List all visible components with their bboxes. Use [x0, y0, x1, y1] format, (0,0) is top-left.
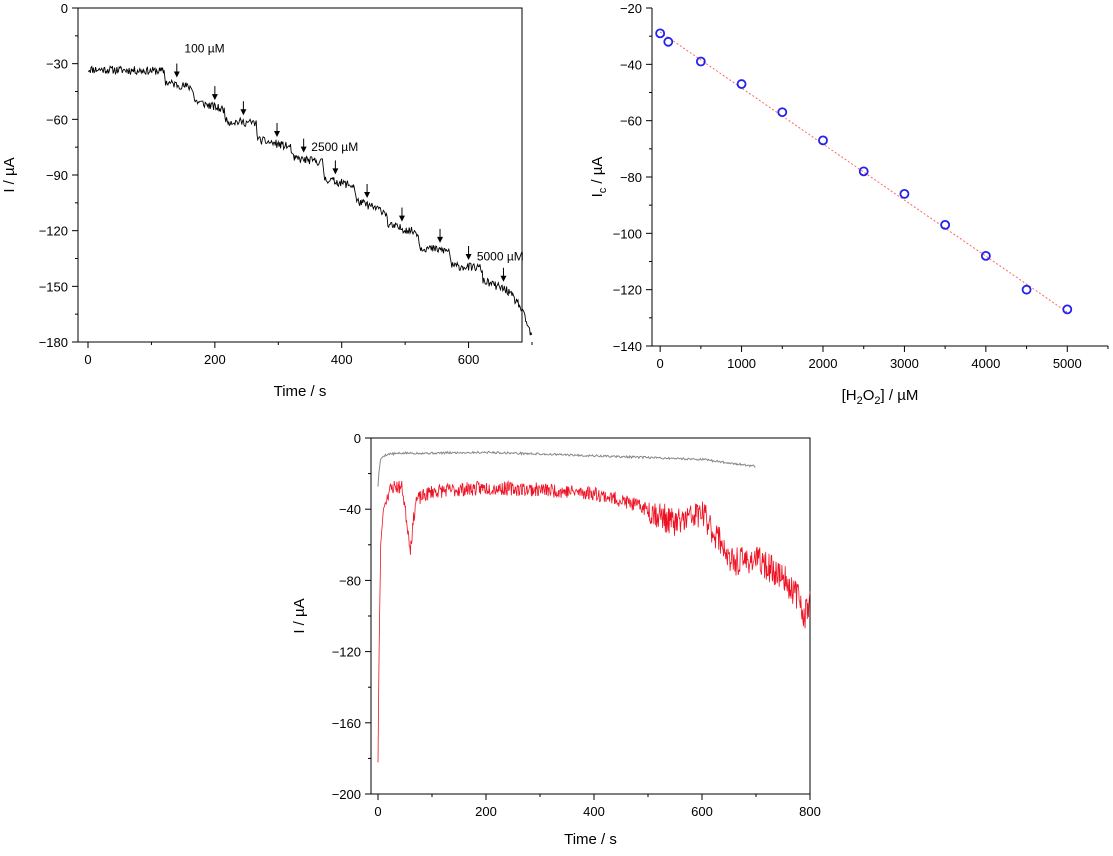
x-tick-label: 200 [475, 804, 497, 819]
x-tick-label: 0 [84, 352, 91, 367]
series-line-red [377, 480, 811, 763]
data-point [655, 28, 666, 39]
x-axis-label-part: 2 [874, 395, 880, 407]
series-line-gray [377, 450, 756, 487]
x-axis-label-part: O [863, 387, 875, 404]
x-axis-label-part: ] / µM [881, 387, 919, 404]
y-tick-label: −40 [339, 502, 361, 517]
y-tick-label: −40 [620, 57, 642, 72]
down-arrow-icon [398, 215, 405, 222]
x-tick-label: 0 [657, 356, 664, 371]
down-arrow-icon [300, 146, 307, 153]
x-tick-label: 2000 [809, 356, 838, 371]
x-tick-label: 0 [374, 804, 381, 819]
y-tick-label: −30 [46, 57, 68, 72]
down-arrow-icon [211, 94, 218, 101]
down-arrow-icon [173, 71, 180, 78]
x-tick-label: 5000 [1053, 356, 1082, 371]
concentration-annotation: 2500 µM [311, 140, 358, 154]
x-axis-label-part: [H [842, 387, 857, 404]
y-tick-label: −120 [332, 645, 361, 660]
x-axis-label-part: 2 [857, 395, 863, 407]
y-tick-label: −20 [620, 1, 642, 16]
y-axis-label: I / µA [1, 157, 18, 192]
x-tick-label: 400 [583, 804, 605, 819]
y-axis-label-part: c [597, 187, 609, 193]
y-tick-label: 0 [61, 1, 68, 16]
data-point [940, 219, 951, 230]
chart-current-time-comparison: 0 −40 −80 −120 −160 −200 0 200 400 600 800 Time / s… [291, 431, 821, 848]
data-point [858, 166, 869, 177]
y-axis-label-part: I [589, 193, 606, 197]
y-axis-label-part: / µA [589, 157, 606, 188]
y-tick-label: −180 [39, 335, 68, 350]
y-tick-label: −120 [613, 283, 642, 298]
y-tick-label: −150 [39, 279, 68, 294]
concentration-annotation: 5000 µM [477, 249, 524, 263]
x-tick-label: 400 [331, 352, 353, 367]
data-point [980, 250, 991, 261]
y-axis-label: I / µA [291, 598, 308, 633]
down-arrow-icon [465, 253, 472, 260]
x-tick-label: 4000 [971, 356, 1000, 371]
y-tick-label: −140 [613, 339, 642, 354]
x-tick-label: 1000 [727, 356, 756, 371]
y-axis-label: Ic / µA [589, 157, 609, 198]
x-tick-label: 600 [458, 352, 480, 367]
series-line [87, 65, 533, 336]
y-tick-label: −200 [332, 787, 361, 802]
x-tick-label: 200 [204, 352, 226, 367]
data-point [736, 79, 747, 89]
fit-line [659, 31, 1068, 313]
data-point [695, 56, 706, 67]
down-arrow-icon [364, 192, 371, 199]
y-tick-label: −90 [46, 168, 68, 183]
y-tick-label: −80 [620, 170, 642, 185]
chart-calibration-scatter: −20 −40 −60 −80 −100 −120 −140 0 1000 2000 3000 400… [589, 1, 1109, 407]
y-tick-label: −100 [613, 226, 642, 241]
down-arrow-icon [437, 236, 444, 243]
y-tick-label: −60 [620, 114, 642, 129]
down-arrow-icon [500, 275, 507, 282]
x-tick-label: 600 [691, 804, 713, 819]
y-tick-label: −120 [39, 224, 68, 239]
x-axis-label: [H2O2] / µM [842, 387, 919, 407]
y-tick-label: −160 [332, 716, 361, 731]
x-tick-label: 3000 [890, 356, 919, 371]
data-point [777, 107, 788, 118]
x-axis-label: Time / s [274, 383, 327, 400]
chart-current-time-steps: 0 −30 −60 −90 −120 −150 −180 0 200 400 600 Time / s… [1, 1, 533, 400]
data-point [1062, 304, 1073, 315]
down-arrow-icon [240, 109, 247, 116]
y-tick-label: −60 [46, 112, 68, 127]
data-point [818, 135, 828, 146]
y-tick-label: 0 [354, 431, 361, 446]
plot-frame [77, 7, 523, 343]
data-point [1021, 284, 1032, 295]
concentration-annotation: 100 µM [184, 42, 224, 56]
down-arrow-icon [274, 131, 281, 138]
down-arrow-icon [332, 168, 339, 175]
data-point [899, 188, 910, 199]
x-tick-label: 800 [799, 804, 821, 819]
y-tick-label: −80 [339, 573, 361, 588]
data-point [663, 36, 674, 47]
x-axis-label: Time / s [564, 831, 617, 848]
